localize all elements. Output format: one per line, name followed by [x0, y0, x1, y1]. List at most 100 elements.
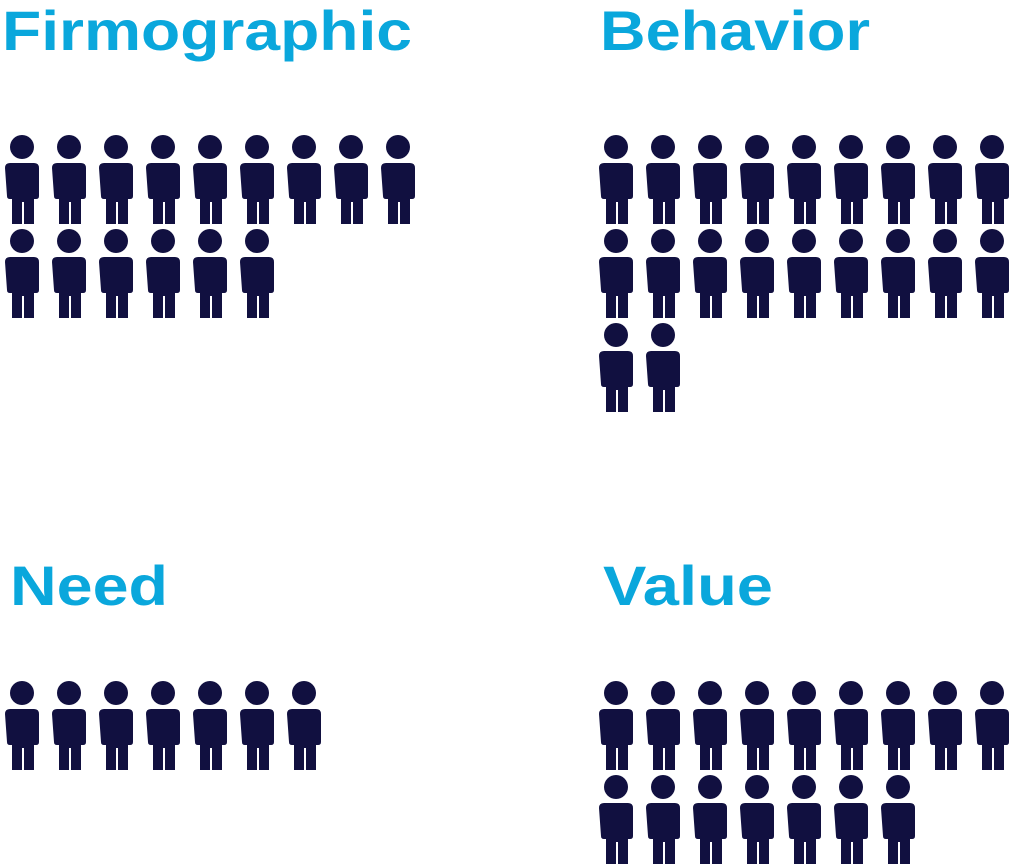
person-body: [646, 709, 680, 770]
person-icon: [99, 135, 133, 224]
person-icon: [975, 135, 1009, 224]
person-body: [787, 257, 821, 318]
person-body: [287, 709, 321, 770]
person-head: [604, 323, 628, 347]
person-head: [745, 681, 769, 705]
person-head: [10, 135, 34, 159]
person-body: [693, 709, 727, 770]
person-head: [151, 135, 175, 159]
person-icon: [5, 681, 39, 770]
person-head: [604, 681, 628, 705]
person-body: [146, 709, 180, 770]
person-head: [57, 229, 81, 253]
person-icon: [693, 681, 727, 770]
person-icon: [599, 681, 633, 770]
person-icon: [975, 229, 1009, 318]
person-icon: [928, 229, 962, 318]
person-body: [5, 163, 39, 224]
person-head: [745, 229, 769, 253]
person-icon: [99, 229, 133, 318]
person-body: [693, 163, 727, 224]
person-icon: [693, 229, 727, 318]
person-icon: [928, 681, 962, 770]
person-icon: [787, 135, 821, 224]
person-head: [745, 135, 769, 159]
person-icon: [646, 775, 680, 864]
person-head: [104, 135, 128, 159]
person-body: [787, 163, 821, 224]
person-head: [651, 775, 675, 799]
person-head: [604, 229, 628, 253]
person-icon: [881, 775, 915, 864]
person-head: [651, 323, 675, 347]
person-body: [240, 163, 274, 224]
person-head: [57, 681, 81, 705]
person-icon: [52, 229, 86, 318]
person-head: [604, 775, 628, 799]
person-body: [99, 163, 133, 224]
person-body: [193, 709, 227, 770]
person-head: [651, 135, 675, 159]
person-body: [975, 163, 1009, 224]
person-icon: [740, 681, 774, 770]
person-icon: [240, 681, 274, 770]
person-body: [787, 709, 821, 770]
person-head: [839, 135, 863, 159]
person-head: [980, 681, 1004, 705]
person-body: [881, 709, 915, 770]
person-head: [886, 229, 910, 253]
panel-title: Need: [10, 554, 168, 617]
person-head: [57, 135, 81, 159]
person-body: [834, 709, 868, 770]
person-icon: [928, 135, 962, 224]
person-icon: [5, 229, 39, 318]
person-icon: [693, 135, 727, 224]
person-body: [334, 163, 368, 224]
person-icon: [599, 323, 633, 412]
person-body: [693, 803, 727, 864]
person-icon: [52, 681, 86, 770]
panel-title: Value: [603, 554, 773, 617]
person-icon: [834, 681, 868, 770]
person-head: [792, 229, 816, 253]
person-head: [151, 229, 175, 253]
person-icon: [240, 229, 274, 318]
person-body: [834, 803, 868, 864]
person-icon: [193, 681, 227, 770]
person-body: [146, 257, 180, 318]
person-icon: [193, 229, 227, 318]
person-icon: [146, 681, 180, 770]
person-head: [151, 681, 175, 705]
person-body: [646, 351, 680, 412]
person-body: [646, 163, 680, 224]
person-icon: [99, 681, 133, 770]
person-head: [104, 229, 128, 253]
person-body: [928, 257, 962, 318]
person-icon: [693, 775, 727, 864]
person-body: [5, 257, 39, 318]
person-head: [792, 681, 816, 705]
person-body: [693, 257, 727, 318]
person-icon: [240, 135, 274, 224]
person-head: [839, 229, 863, 253]
person-head: [651, 681, 675, 705]
person-icon: [787, 681, 821, 770]
person-head: [198, 681, 222, 705]
person-icon: [5, 135, 39, 224]
person-head: [886, 775, 910, 799]
person-head: [839, 681, 863, 705]
person-icon: [193, 135, 227, 224]
person-icon: [146, 135, 180, 224]
person-icon: [787, 229, 821, 318]
person-body: [928, 163, 962, 224]
person-icon: [599, 775, 633, 864]
person-head: [10, 229, 34, 253]
person-body: [646, 257, 680, 318]
person-icon: [287, 681, 321, 770]
person-head: [886, 135, 910, 159]
person-body: [834, 257, 868, 318]
person-head: [933, 681, 957, 705]
person-body: [52, 257, 86, 318]
person-head: [698, 135, 722, 159]
